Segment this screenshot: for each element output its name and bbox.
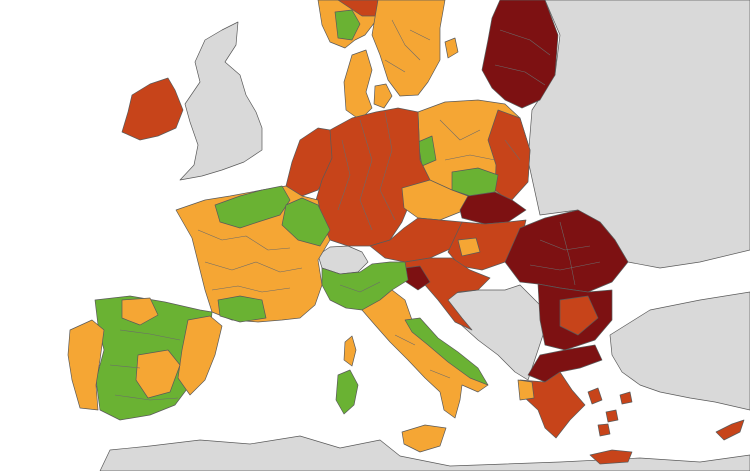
bulgaria-red [559, 295, 599, 336]
spain-north-orange [121, 297, 159, 326]
poland-green-1 [417, 135, 437, 167]
portugal [67, 319, 105, 411]
italy-adriatic-green [404, 317, 489, 386]
danish-islands [373, 83, 393, 109]
non-eu-land [99, 0, 750, 471]
czechia [401, 179, 469, 221]
germany [315, 107, 431, 247]
corsica [343, 335, 357, 367]
cyprus [715, 419, 745, 441]
france-east-green [281, 197, 331, 247]
crete [589, 449, 633, 465]
denmark [343, 49, 373, 121]
internal-borders [109, 19, 601, 401]
sweden [371, 0, 446, 97]
united-kingdom [179, 21, 263, 181]
ireland [121, 77, 184, 141]
greece [519, 371, 586, 439]
hungary-orange [457, 237, 481, 257]
sardinia [335, 369, 359, 415]
romania [504, 209, 629, 293]
balkans-land [439, 284, 549, 381]
turkey-land [609, 291, 750, 411]
italy-south [361, 289, 489, 419]
france-south-green [217, 295, 267, 323]
spain-orange-east [177, 315, 223, 396]
africa-land [99, 435, 750, 471]
greece-orange [517, 379, 535, 401]
sweden-green [334, 9, 361, 41]
gotland [444, 37, 459, 59]
norway-north [337, 0, 385, 17]
italy-north [321, 261, 409, 311]
spain-orange-center [135, 349, 181, 399]
aegean-islands [587, 387, 633, 437]
france-north-green [214, 185, 291, 229]
sicily [401, 424, 447, 453]
